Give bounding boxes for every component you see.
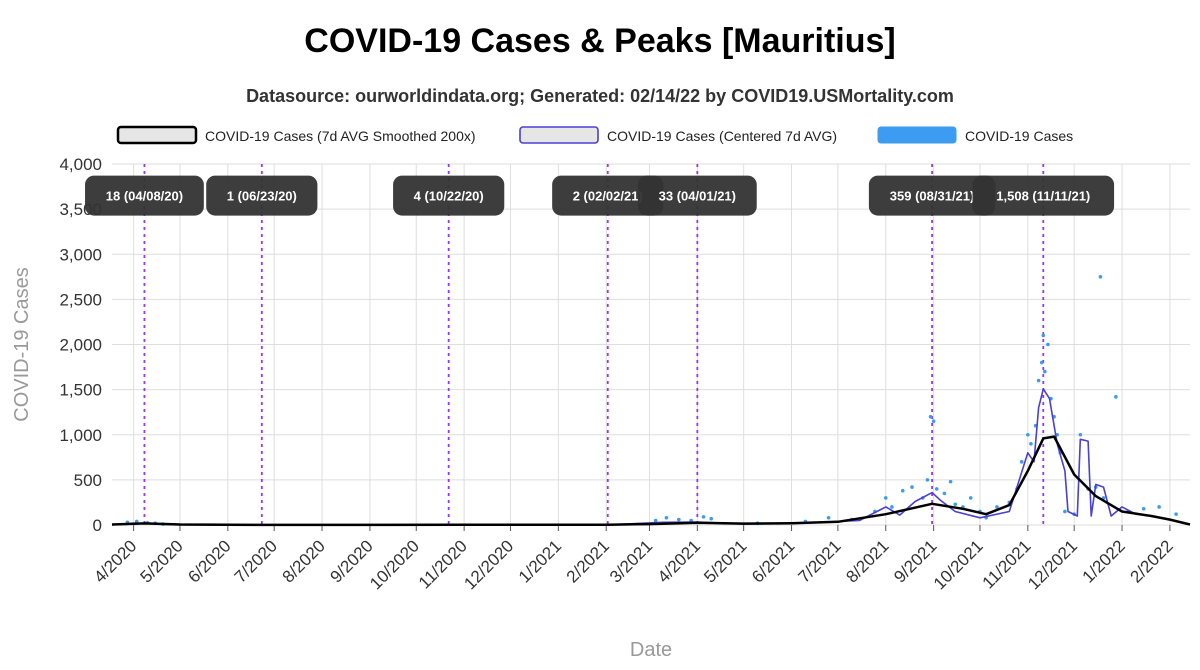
cases-point [826, 515, 831, 520]
cases-point [664, 515, 669, 520]
x-tick-label: 8/2020 [279, 536, 329, 586]
peak-label-box [393, 175, 505, 216]
legend-swatch [877, 126, 957, 144]
x-tick-label: 5/2021 [700, 536, 750, 586]
cases-point [890, 505, 894, 509]
peak-label-box [552, 175, 664, 216]
y-tick-label: 1,000 [59, 426, 102, 445]
cases-point [1041, 333, 1046, 338]
cases-point [1019, 460, 1024, 464]
cases-point [995, 505, 999, 509]
cases-point [1114, 395, 1118, 399]
y-tick-label: 3,000 [59, 245, 102, 264]
peak-label: 1,508 (11/11/21) [996, 189, 1090, 204]
cases-point [1141, 506, 1146, 511]
peak-label: 4 (10/22/20) [414, 189, 484, 204]
legend-label: COVID-19 Cases (7d AVG Smoothed 200x) [205, 128, 476, 144]
x-axis: 4/20205/20206/20207/20208/20209/202010/2… [90, 525, 1177, 593]
x-tick-label: 2/2022 [1127, 536, 1177, 586]
legend: COVID-19 Cases (7d AVG Smoothed 200x) COV… [116, 125, 1073, 145]
x-tick-label: 6/2021 [748, 536, 798, 586]
peak-label-box [206, 175, 318, 216]
legend-label: COVID-19 Cases [965, 128, 1073, 144]
cases-point [1046, 342, 1050, 347]
cases-point [1063, 509, 1067, 514]
x-tick-label: 10/2021 [930, 536, 987, 593]
y-tick-label: 2,500 [59, 290, 102, 309]
x-tick-label: 4/2020 [90, 536, 140, 586]
cases-point [1098, 275, 1103, 279]
cases-point [1174, 512, 1178, 516]
y-tick-label: 4,000 [59, 155, 102, 174]
cases-point [934, 487, 939, 491]
cases-point [1157, 505, 1161, 509]
x-tick-label: 4/2021 [654, 536, 704, 586]
peak-label: 33 (04/01/21) [659, 189, 736, 204]
x-tick-label: 8/2021 [842, 536, 892, 586]
peak-label: 359 (08/31/21) [890, 189, 975, 204]
cases-point [942, 491, 947, 496]
legend-swatch [519, 126, 599, 144]
cases-point [910, 485, 914, 489]
peak-label-box [637, 175, 757, 216]
peak-label: 2 (02/02/21) [573, 189, 643, 204]
legend-label: COVID-19 Cases (Centered 7d AVG) [607, 128, 837, 144]
x-tick-label: 7/2020 [231, 536, 281, 586]
cases-point [709, 516, 714, 521]
x-tick-label: 11/2021 [979, 536, 1035, 592]
peak-label-box [868, 175, 996, 216]
cases-point [676, 517, 681, 522]
cases-point [1026, 432, 1030, 437]
x-tick-label: 10/2020 [366, 536, 423, 593]
cases-point [1039, 360, 1044, 365]
y-axis-title: COVID-19 Cases [11, 267, 33, 422]
y-tick-label: 0 [93, 516, 102, 535]
x-tick-label: 11/2020 [415, 536, 471, 592]
x-tick-label: 1/2022 [1079, 536, 1129, 586]
x-axis-title: Date [630, 639, 672, 661]
cases-point [1078, 432, 1083, 437]
cases-point [134, 519, 139, 524]
x-tick-label: 3/2021 [606, 536, 656, 586]
smoothed-line [111, 435, 1191, 527]
x-tick-label: 12/2020 [460, 536, 517, 593]
cases-point [931, 419, 936, 424]
chart-title: COVID-19 Cases & Peaks [Mauritius] [304, 22, 896, 60]
peak-label-box [85, 175, 204, 216]
chart-subtitle: Datasource: ourworldindata.org; Generate… [246, 86, 954, 106]
y-tick-label: 1,500 [59, 381, 102, 400]
series-layer [111, 275, 1191, 527]
cases-point [701, 515, 706, 519]
x-tick-label: 7/2021 [794, 536, 844, 586]
peak-labels: 18 (04/08/20) 1 (06/23/20) 4 (10/22/20) 2 (… [85, 175, 1115, 216]
cases-point [968, 496, 973, 500]
x-tick-label: 5/2020 [137, 536, 187, 586]
cases-point [653, 518, 658, 523]
cases-point [928, 414, 933, 419]
cases-point [953, 502, 958, 507]
y-tick-label: 2,000 [59, 336, 102, 355]
legend-swatch [116, 125, 198, 145]
cases-point [900, 488, 905, 493]
peak-label: 1 (06/23/20) [227, 189, 297, 204]
cases-point [925, 478, 930, 482]
cases-point [883, 496, 888, 500]
cases-point [1036, 378, 1041, 383]
peak-label-box [972, 175, 1115, 216]
cases-point [1043, 369, 1047, 374]
cases-point [948, 479, 953, 484]
y-tick-label: 500 [74, 471, 102, 490]
x-tick-label: 2/2021 [563, 536, 613, 586]
x-tick-label: 12/2021 [1024, 536, 1081, 593]
cases-point [1029, 441, 1033, 446]
x-tick-label: 6/2020 [184, 536, 234, 586]
x-tick-label: 1/2021 [515, 536, 565, 586]
peak-label: 18 (04/08/20) [106, 189, 183, 204]
